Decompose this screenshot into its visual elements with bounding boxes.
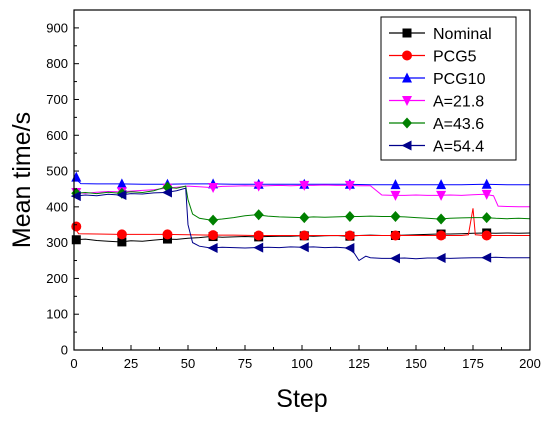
y-tick-label: 600: [46, 128, 68, 143]
series-a-54-4: [70, 187, 530, 264]
data-point-pcg5: [253, 230, 264, 241]
y-tick-label: 800: [46, 56, 68, 71]
x-tick-label: 100: [291, 356, 313, 371]
data-point-a-54-4: [389, 253, 400, 264]
legend-marker-a-21-8: [402, 96, 412, 106]
data-point-a-54-4: [298, 242, 309, 253]
x-tick-label: 25: [124, 356, 138, 371]
data-point-a-21-8: [481, 189, 492, 200]
data-point-a-21-8: [253, 181, 264, 192]
legend-label-pcg5: PCG5: [433, 49, 477, 66]
data-point-a-54-4: [70, 191, 81, 202]
series-pcg5: [71, 208, 530, 241]
data-point-a-43-6: [436, 213, 447, 225]
data-point-a-54-4: [116, 190, 127, 201]
data-point-pcg10: [481, 178, 492, 189]
data-point-nominal: [117, 237, 127, 247]
data-point-a-54-4: [481, 252, 492, 263]
y-tick-label: 900: [46, 20, 68, 35]
data-point-pcg5: [116, 229, 127, 240]
data-point-a-21-8: [390, 190, 401, 201]
data-point-a-21-8: [299, 180, 310, 191]
data-point-a-54-4: [344, 243, 355, 253]
x-tick-label: 150: [405, 356, 427, 371]
data-point-pcg10: [116, 178, 127, 189]
data-point-pcg5: [481, 230, 492, 241]
y-tick-label: 100: [46, 307, 68, 322]
y-tick-label: 300: [46, 235, 68, 250]
data-point-pcg5: [344, 230, 355, 241]
y-axis-title: Mean time/s: [8, 112, 36, 248]
data-point-a-21-8: [208, 183, 219, 194]
data-point-pcg5: [436, 230, 447, 241]
y-tick-label: 200: [46, 271, 68, 286]
legend-label-a-43-6: A=43.6: [433, 116, 484, 133]
data-point-pcg5: [390, 230, 401, 241]
y-tick-label: 0: [61, 343, 68, 358]
series-line-a-43-6: [73, 185, 531, 221]
data-point-a-43-6: [481, 212, 492, 224]
data-point-a-43-6: [253, 209, 264, 221]
legend-marker-pcg10: [402, 72, 412, 83]
legend-marker-pcg5: [402, 50, 412, 61]
data-point-a-43-6: [390, 211, 401, 223]
legend-label-nominal: Nominal: [433, 26, 492, 43]
legend: Nominal PCG5 PCG10 A=21.8 A=43.6 A=54.4: [380, 16, 517, 161]
legend-marker-a-43-6: [402, 117, 412, 129]
legend-label-a-21-8: A=21.8: [433, 94, 484, 111]
legend-marker-nominal: [402, 28, 412, 38]
data-point-pcg5: [208, 230, 219, 241]
data-point-a-54-4: [435, 253, 446, 264]
data-point-a-54-4: [207, 243, 218, 253]
series-line-pcg5: [73, 208, 530, 236]
series-line-a-21-8: [73, 184, 530, 208]
x-tick-label: 125: [348, 356, 370, 371]
data-point-a-21-8: [344, 180, 355, 191]
y-tick-label: 500: [46, 164, 68, 179]
series-pcg10: [71, 171, 530, 190]
data-point-a-54-4: [161, 187, 172, 198]
legend-marker-a-54-4: [401, 140, 412, 151]
data-point-pcg5: [162, 229, 173, 240]
x-tick-label: 0: [70, 356, 77, 371]
x-axis-title: Step: [276, 385, 327, 413]
x-tick-label: 75: [238, 356, 252, 371]
data-point-pcg10: [436, 179, 447, 190]
data-point-pcg5: [71, 221, 82, 232]
data-point-a-43-6: [208, 214, 219, 226]
legend-label-a-54-4: A=54.4: [433, 139, 484, 156]
series-line-pcg10: [73, 176, 530, 186]
y-tick-label: 400: [46, 199, 68, 214]
x-tick-label: 50: [181, 356, 195, 371]
axes: 0 25 50 75 100 125 150 175 200 0 100 200 300 400 500 60…: [46, 20, 541, 371]
data-point-a-21-8: [436, 190, 447, 201]
data-point-pcg5: [299, 230, 310, 241]
legend-box: [380, 16, 517, 161]
data-point-a-43-6: [344, 211, 355, 223]
x-tick-label: 175: [462, 356, 484, 371]
y-tick-label: 700: [46, 92, 68, 107]
series-line-a-54-4: [73, 187, 530, 262]
data-point-nominal: [71, 235, 81, 245]
data-point-a-43-6: [299, 212, 310, 224]
data-point-pcg10: [390, 179, 401, 190]
x-tick-label: 200: [519, 356, 541, 371]
legend-label-pcg10: PCG10: [433, 71, 486, 88]
data-point-pcg10: [71, 171, 82, 182]
series-layer: [70, 171, 531, 264]
data-point-a-54-4: [253, 242, 264, 253]
